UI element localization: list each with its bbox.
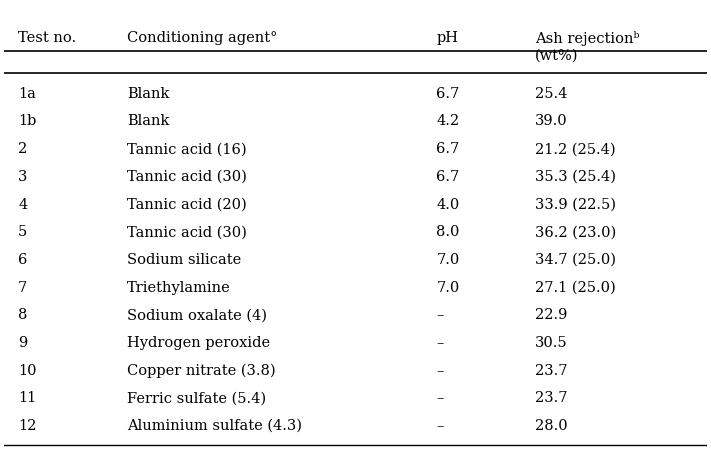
Text: 6.7: 6.7 [437,170,459,184]
Text: 4.0: 4.0 [437,197,459,212]
Text: Hydrogen peroxide: Hydrogen peroxide [127,336,270,350]
Text: Copper nitrate (3.8): Copper nitrate (3.8) [127,364,276,378]
Text: 4.2: 4.2 [437,115,459,128]
Text: Sodium silicate: Sodium silicate [127,253,241,267]
Text: 11: 11 [18,391,36,405]
Text: 23.7: 23.7 [535,364,567,378]
Text: 30.5: 30.5 [535,336,567,350]
Text: 10: 10 [18,364,37,378]
Text: Tannic acid (30): Tannic acid (30) [127,170,247,184]
Text: Tannic acid (30): Tannic acid (30) [127,225,247,239]
Text: Triethylamine: Triethylamine [127,281,231,295]
Text: 7: 7 [18,281,28,295]
Text: Aluminium sulfate (4.3): Aluminium sulfate (4.3) [127,419,302,433]
Text: Sodium oxalate (4): Sodium oxalate (4) [127,308,267,322]
Text: 23.7: 23.7 [535,391,567,405]
Text: 34.7 (25.0): 34.7 (25.0) [535,253,616,267]
Text: 27.1 (25.0): 27.1 (25.0) [535,281,616,295]
Text: –: – [437,308,444,322]
Text: Blank: Blank [127,115,169,128]
Text: Ferric sulfate (5.4): Ferric sulfate (5.4) [127,391,266,405]
Text: Blank: Blank [127,87,169,101]
Text: 1a: 1a [18,87,36,101]
Text: Test no.: Test no. [18,31,76,45]
Text: 33.9 (22.5): 33.9 (22.5) [535,197,616,212]
Text: 2: 2 [18,142,28,156]
Text: –: – [437,391,444,405]
Text: 6.7: 6.7 [437,87,459,101]
Text: 8.0: 8.0 [437,225,460,239]
Text: 12: 12 [18,419,36,433]
Text: 7.0: 7.0 [437,281,459,295]
Text: 6.7: 6.7 [437,142,459,156]
Text: 21.2 (25.4): 21.2 (25.4) [535,142,615,156]
Text: 9: 9 [18,336,28,350]
Text: 1b: 1b [18,115,36,128]
Text: 3: 3 [18,170,28,184]
Text: 36.2 (23.0): 36.2 (23.0) [535,225,616,239]
Text: Conditioning agent°: Conditioning agent° [127,31,277,45]
Text: 25.4: 25.4 [535,87,567,101]
Text: –: – [437,336,444,350]
Text: 28.0: 28.0 [535,419,567,433]
Text: Tannic acid (20): Tannic acid (20) [127,197,247,212]
Text: 4: 4 [18,197,28,212]
Text: Ash rejectionᵇ
(wt%): Ash rejectionᵇ (wt%) [535,31,639,62]
Text: 7.0: 7.0 [437,253,459,267]
Text: 39.0: 39.0 [535,115,567,128]
Text: 5: 5 [18,225,28,239]
Text: –: – [437,364,444,378]
Text: pH: pH [437,31,459,45]
Text: –: – [437,419,444,433]
Text: 22.9: 22.9 [535,308,567,322]
Text: 6: 6 [18,253,28,267]
Text: Tannic acid (16): Tannic acid (16) [127,142,247,156]
Text: 35.3 (25.4): 35.3 (25.4) [535,170,616,184]
Text: 8: 8 [18,308,28,322]
